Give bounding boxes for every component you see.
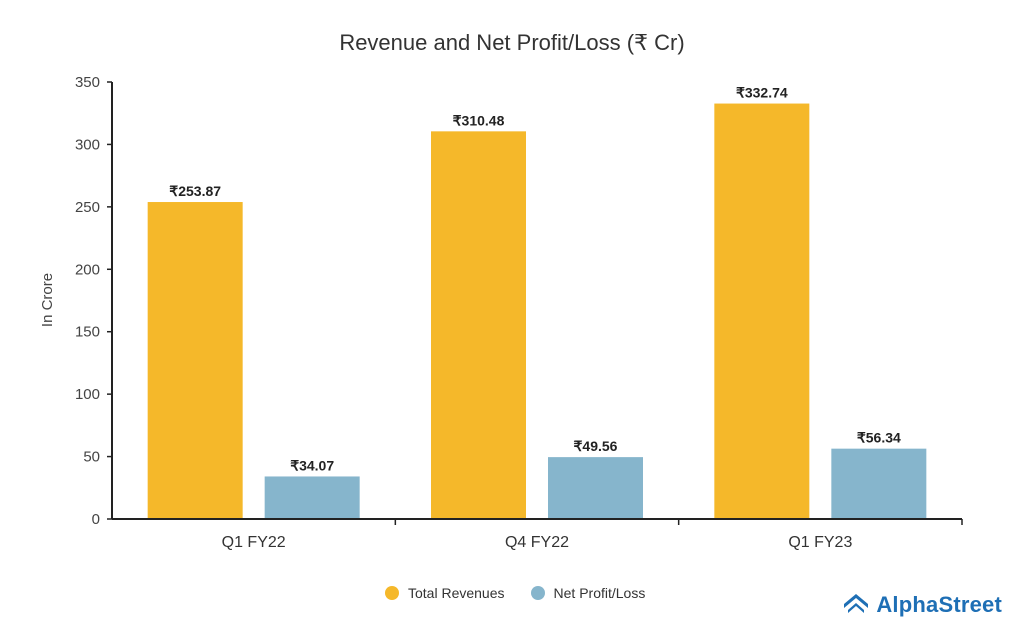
bar-net-profit-loss-0 xyxy=(264,476,360,519)
x-axis: Q1 FY22 Q4 FY22 Q1 FY23 xyxy=(112,518,963,551)
y-tick-label: 100 xyxy=(75,386,100,403)
legend-swatch-total-revenues xyxy=(385,586,399,600)
y-tick-label: 350 xyxy=(75,74,100,91)
legend-item-total-revenues: Total Revenues xyxy=(385,585,505,601)
bars: ₹253.87 ₹34.07 ₹310.48 ₹49.56 ₹332.74 ₹56.34 xyxy=(147,85,927,519)
x-category-label: Q1 FY22 xyxy=(222,534,286,551)
bar-net-profit-loss-1 xyxy=(548,457,643,519)
bar-total-revenues-0 xyxy=(147,202,243,519)
y-tick-label: 300 xyxy=(75,136,100,153)
y-axis: 0 50 100 150 200 250 300 350 xyxy=(75,74,113,528)
bar-total-revenues-1 xyxy=(431,131,526,519)
brand-name: AlphaStreet xyxy=(876,591,1002,617)
y-tick-label: 0 xyxy=(92,511,100,528)
x-category-label: Q1 FY23 xyxy=(788,534,852,551)
legend: Total Revenues Net Profit/Loss xyxy=(385,585,645,601)
data-label: ₹49.56 xyxy=(574,438,618,454)
alphastreet-brand: AlphaStreet xyxy=(842,590,1002,619)
data-label: ₹34.07 xyxy=(290,457,334,473)
legend-label-net-profit: Net Profit/Loss xyxy=(553,585,646,601)
bar-total-revenues-2 xyxy=(714,103,810,519)
y-tick-label: 200 xyxy=(75,261,100,278)
alphastreet-logo-icon xyxy=(842,590,870,619)
data-label: ₹332.74 xyxy=(736,85,788,101)
legend-item-net-profit: Net Profit/Loss xyxy=(530,585,646,601)
y-axis-title: In Crore xyxy=(39,273,56,327)
y-tick-label: 150 xyxy=(75,324,100,341)
data-label: ₹56.34 xyxy=(857,430,901,446)
data-label: ₹310.48 xyxy=(453,112,505,128)
legend-swatch-net-profit xyxy=(530,586,545,600)
data-label: ₹253.87 xyxy=(169,183,221,199)
y-tick-label: 250 xyxy=(75,199,100,216)
x-category-label: Q4 FY22 xyxy=(505,534,569,551)
bar-net-profit-loss-2 xyxy=(831,448,927,519)
chart-title: Revenue and Net Profit/Loss (₹ Cr) xyxy=(339,30,685,55)
y-tick-label: 50 xyxy=(83,449,100,466)
legend-label-total-revenues: Total Revenues xyxy=(408,585,505,601)
